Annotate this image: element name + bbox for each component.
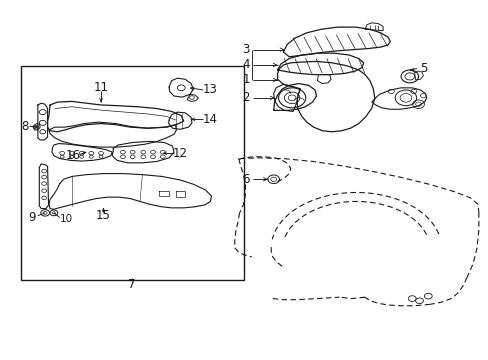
Text: 8: 8 bbox=[21, 120, 28, 133]
Text: 7: 7 bbox=[128, 278, 135, 291]
Text: 9: 9 bbox=[28, 211, 35, 224]
Text: 3: 3 bbox=[242, 43, 249, 56]
Text: 5: 5 bbox=[419, 62, 426, 75]
Text: 2: 2 bbox=[242, 91, 249, 104]
Text: 1: 1 bbox=[242, 73, 249, 86]
Text: 10: 10 bbox=[60, 213, 73, 224]
Text: 14: 14 bbox=[203, 113, 218, 126]
Text: 16: 16 bbox=[66, 149, 81, 162]
Text: 6: 6 bbox=[242, 173, 249, 186]
Text: 4: 4 bbox=[242, 58, 249, 72]
Text: 11: 11 bbox=[93, 81, 108, 94]
Text: 13: 13 bbox=[203, 84, 218, 96]
Bar bbox=[21, 66, 244, 280]
Text: 15: 15 bbox=[96, 209, 111, 222]
Text: 12: 12 bbox=[172, 147, 187, 160]
